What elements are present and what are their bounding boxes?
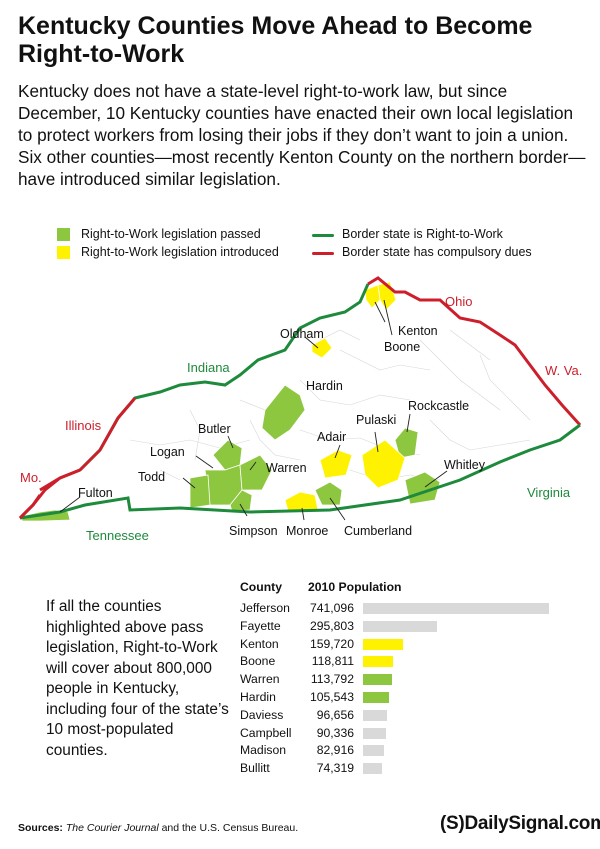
population-value: 118,811 (311, 654, 354, 669)
population-bar (363, 674, 392, 686)
coverage-note: If all the counties highlighted above pa… (46, 598, 229, 759)
table-row: Daviess 96,656 (240, 708, 580, 724)
state-label-illinois: Illinois (65, 418, 102, 433)
county-todd (189, 474, 211, 509)
county-oldham (311, 337, 333, 359)
logo-mark: (S) (440, 813, 465, 834)
population-value: 105,543 (309, 690, 354, 704)
county-name: Bullitt (240, 761, 270, 776)
sources-label: Sources: (18, 822, 63, 834)
county-label-rockcastle: Rockcastle (408, 399, 469, 413)
legend-border-dues-label: Border state has compulsory dues (342, 245, 532, 259)
county-label-cumberland: Cumberland (344, 524, 412, 538)
legend-border-rtw-label: Border state is Right-to-Work (342, 227, 503, 241)
population-bar (363, 638, 404, 650)
population-bar (363, 656, 393, 668)
introduced-swatch (57, 246, 70, 259)
table-row: Bullitt 74,319 (240, 761, 580, 777)
county-label-warren: Warren (266, 461, 307, 475)
legend-passed-label: Right-to-Work legislation passed (81, 227, 261, 241)
table-row: Madison 82,916 (240, 743, 580, 759)
border-dues-illinois-line (39, 397, 137, 492)
page-title: Kentucky Counties Move Ahead to Become R… (18, 12, 533, 68)
population-value: 741,096 (309, 601, 354, 615)
county-label-oldham: Oldham (280, 327, 324, 341)
state-label-virginia: Virginia (527, 485, 571, 500)
passed-swatch (57, 228, 70, 241)
county-label-boone: Boone (384, 340, 420, 354)
county-label-logan: Logan (150, 445, 185, 459)
county-name: Madison (240, 743, 287, 758)
population-bar (363, 620, 438, 632)
population-value: 74,319 (316, 761, 354, 776)
county-label-pulaski: Pulaski (356, 413, 396, 427)
logo-text: DailySignal.com (464, 813, 600, 834)
sources-rest: and the U.S. Census Bureau. (158, 822, 299, 834)
dues-line-swatch (312, 252, 334, 255)
county-monroe (284, 491, 319, 512)
intro-paragraph: Kentucky does not have a state-level rig… (18, 81, 586, 189)
rtw-line-swatch (312, 234, 334, 237)
county-pulaski (361, 439, 406, 489)
leader-lines (59, 299, 448, 521)
county-label-butler: Butler (198, 422, 231, 436)
border-rtw-south (19, 423, 581, 520)
county-label-adair: Adair (317, 430, 346, 444)
table-row: Boone 118,811 (240, 654, 580, 670)
county-hardin (261, 384, 306, 441)
county-label-kenton: Kenton (398, 324, 438, 338)
county-name: Warren (240, 672, 280, 687)
table-row: Hardin 105,543 (240, 690, 580, 706)
county-cumberland (314, 481, 343, 506)
state-label-indiana: Indiana (187, 360, 230, 375)
county-label-hardin: Hardin (306, 379, 343, 393)
border-dues-missouri-line (18, 494, 42, 520)
county-label-todd: Todd (138, 470, 165, 484)
table-row: Campbell 90,336 (240, 726, 580, 742)
border-dues-ohio (367, 276, 582, 427)
county-name: Hardin (240, 690, 276, 704)
county-label-simpson: Simpson (229, 524, 278, 538)
county-butler (212, 439, 243, 471)
state-label-west-virginia: W. Va. (545, 363, 582, 378)
state-label-missouri: Mo. (20, 470, 42, 485)
table-row: Fayette 295,803 (240, 619, 580, 635)
table-row: Jefferson 741,096 (240, 601, 580, 617)
county-name: Kenton (240, 636, 279, 651)
population-value: 90,336 (316, 725, 354, 740)
county-adair (319, 449, 353, 479)
population-bar (363, 603, 549, 614)
county-label-monroe: Monroe (286, 524, 328, 538)
table-header-county: County (240, 580, 282, 594)
table-row: Warren 113,792 (240, 672, 580, 688)
population-bar (363, 745, 384, 757)
county-name: Campbell (240, 725, 292, 740)
sources-italic: The Courier Journal (65, 822, 159, 834)
county-name: Jefferson (240, 601, 290, 615)
legend-introduced-label: Right-to-Work legislation introduced (81, 245, 279, 259)
population-value: 82,916 (316, 743, 354, 758)
population-value: 295,803 (309, 618, 354, 633)
table-header-population: 2010 Population (308, 580, 402, 594)
county-name: Fayette (240, 618, 281, 633)
state-label-tennessee: Tennessee (86, 528, 149, 543)
population-value: 96,656 (316, 707, 354, 722)
population-bar (363, 709, 388, 721)
sources-line: Sources: The Courier Journal and the U.S… (18, 822, 298, 834)
county-name: Boone (240, 654, 276, 669)
kentucky-map: Ohio Indiana Illinois Mo. W. Va. Virgini… (18, 276, 582, 543)
population-bar (363, 727, 386, 739)
state-label-ohio: Ohio (445, 294, 472, 309)
county-warren (239, 454, 273, 491)
population-value: 113,792 (310, 672, 354, 687)
county-label-whitley: Whitley (444, 458, 486, 472)
population-bar (363, 692, 390, 703)
county-name: Daviess (240, 707, 284, 722)
population-bar (363, 763, 382, 775)
table-row: Kenton 159,720 (240, 637, 580, 653)
county-label-fulton: Fulton (78, 486, 113, 500)
introduced-counties (284, 281, 406, 512)
population-value: 159,720 (309, 636, 354, 651)
daily-signal-logo: (S)DailySignal.com (440, 813, 600, 835)
